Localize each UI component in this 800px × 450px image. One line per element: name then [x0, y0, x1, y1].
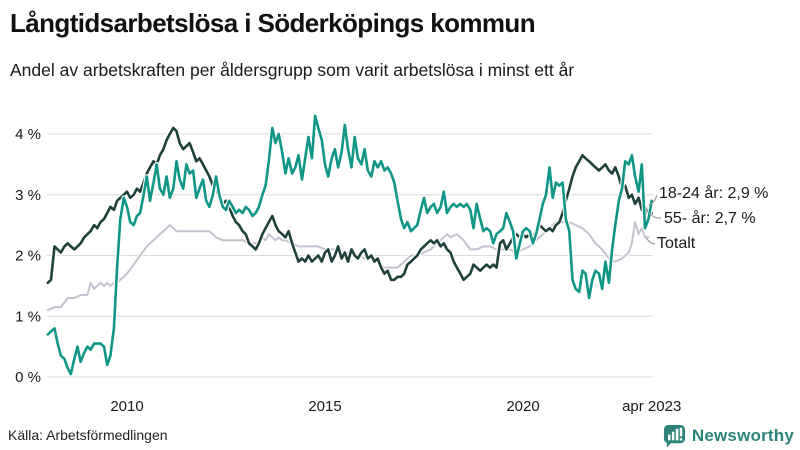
- x-tick-label: 2020: [506, 398, 539, 415]
- page-subtitle: Andel av arbetskraften per åldersgrupp s…: [10, 60, 575, 80]
- end-label-youth: 18-24 år: 2,9 %: [659, 184, 768, 202]
- y-tick-label: 1 %: [15, 308, 41, 325]
- newsworthy-icon: [663, 424, 685, 448]
- x-tick-label: 2015: [308, 398, 341, 415]
- newsworthy-logo[interactable]: Newsworthy: [663, 424, 794, 448]
- connector-senior: [648, 212, 662, 219]
- y-axis-labels: 0 % 1 % 2 % 3 % 4 %: [15, 126, 41, 386]
- source-note: Källa: Arbetsförmedlingen: [8, 427, 168, 443]
- connector-youth: [648, 194, 658, 206]
- end-label-connectors: [645, 194, 662, 245]
- series-line-Totalt: [46, 221, 650, 312]
- series-line-55- år: [46, 126, 654, 285]
- series-line-18-24 år: [46, 114, 654, 376]
- series-halo-Totalt: [45, 220, 651, 313]
- series-lines: [45, 113, 655, 377]
- x-tick-label: apr 2023: [622, 398, 681, 415]
- connector-total: [645, 237, 656, 245]
- x-tick-label: 2010: [110, 398, 143, 415]
- page-title: Långtidsarbetslösa i Söderköpings kommun: [10, 8, 536, 38]
- y-tick-label: 4 %: [15, 126, 41, 143]
- y-tick-label: 3 %: [15, 187, 41, 204]
- y-tick-label: 0 %: [15, 369, 41, 386]
- newsworthy-wordmark: Newsworthy: [691, 426, 794, 445]
- x-axis-labels: 2010 2015 2020 apr 2023: [110, 398, 681, 415]
- y-tick-label: 2 %: [15, 248, 41, 265]
- end-label-senior: 55- år: 2,7 %: [664, 209, 756, 227]
- end-label-total: Totalt: [657, 235, 696, 252]
